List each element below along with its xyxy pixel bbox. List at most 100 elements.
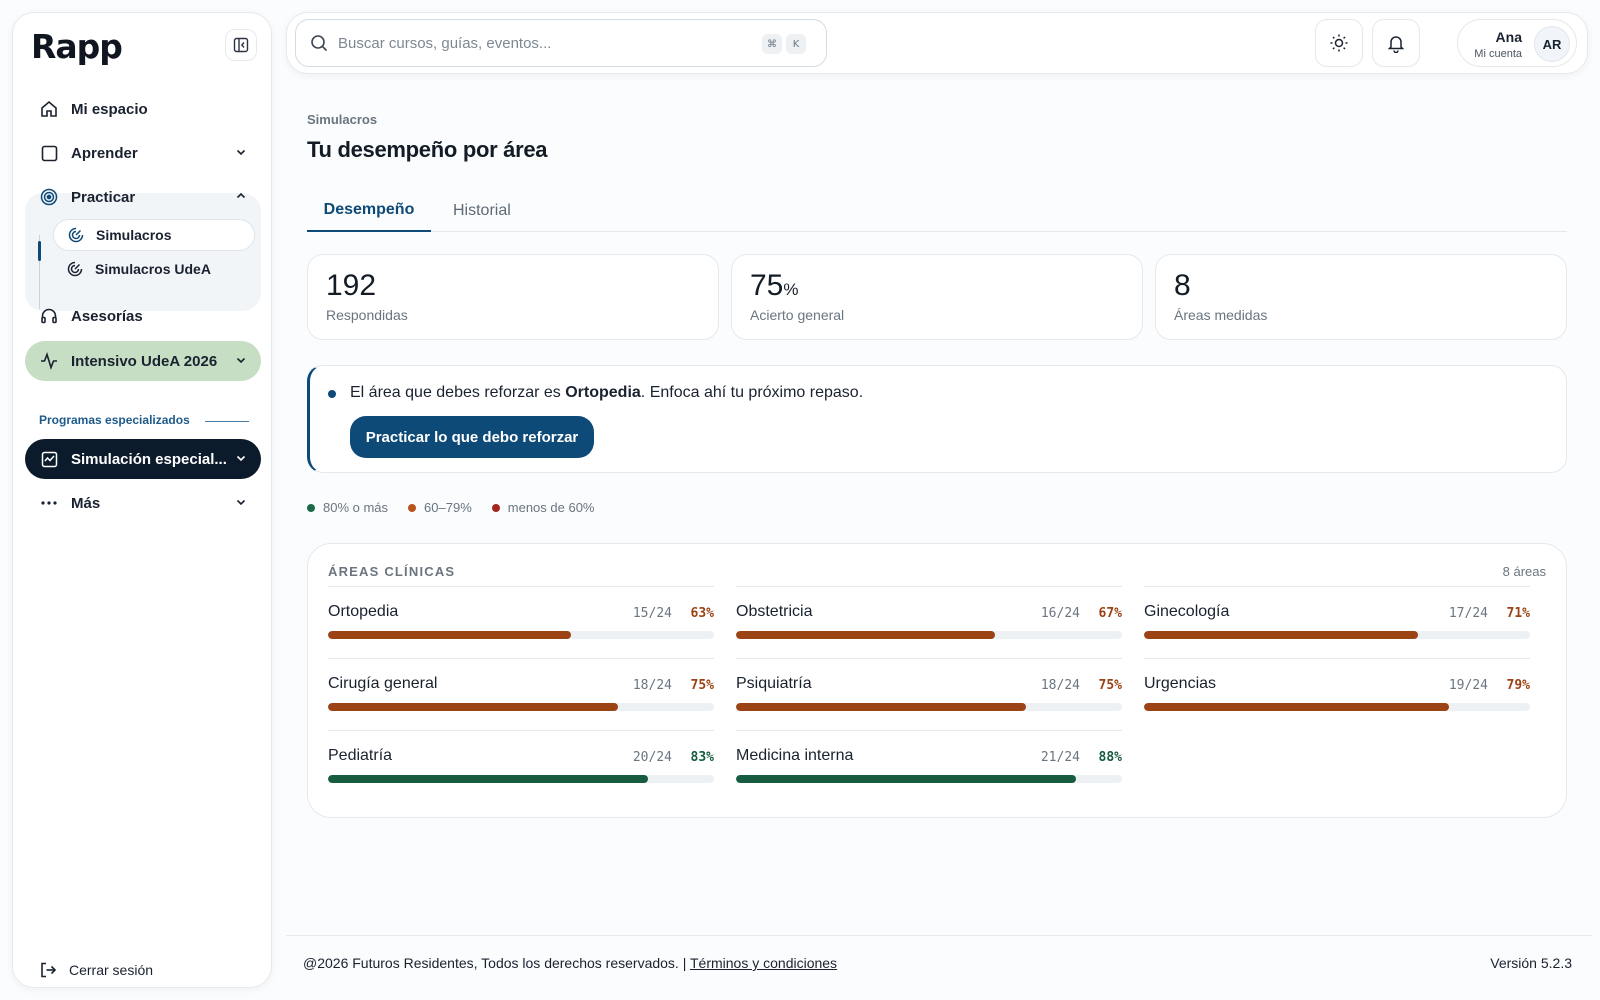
page-title: Tu desempeño por área — [307, 137, 548, 162]
search-input[interactable] — [338, 34, 758, 52]
submenu-rail — [39, 235, 40, 309]
progress-track — [1144, 631, 1530, 639]
area-name: Psiquiatría — [736, 675, 812, 692]
practice-weak-area-button[interactable]: Practicar lo que debo reforzar — [350, 416, 594, 458]
legend-dot — [408, 503, 417, 512]
progress-track — [736, 631, 1122, 639]
sun-icon — [1330, 34, 1348, 52]
target-icon — [39, 187, 59, 207]
sidebar-item-label: Intensivo UdeA 2026 — [71, 352, 218, 370]
progress-fill — [1144, 703, 1449, 711]
gauge-icon — [67, 261, 83, 277]
progress-fill — [736, 775, 1076, 783]
shortcut-key-k: K — [786, 34, 806, 54]
stat-card-areas: 8 Áreas medidas — [1155, 254, 1567, 340]
book-icon — [39, 143, 59, 163]
area-percent: 67% — [1098, 606, 1122, 621]
sidebar-subitem-simulacros[interactable]: Simulacros — [53, 219, 255, 251]
more-icon — [39, 493, 59, 513]
sidebar-item-label: Más — [71, 494, 101, 512]
submenu-active-indicator — [38, 241, 41, 261]
collapse-sidebar-button[interactable] — [225, 29, 257, 61]
account-menu[interactable]: Ana Mi cuenta AR — [1457, 19, 1577, 67]
area-row[interactable]: Ortopedia 15/24 63% — [328, 586, 714, 642]
tab-historial[interactable]: Historial — [453, 202, 511, 219]
chevron-down-icon — [235, 353, 247, 370]
avatar[interactable]: AR — [1534, 26, 1570, 62]
sidebar-item-mas[interactable]: Más — [25, 483, 261, 523]
search-box[interactable]: ⌘ K — [295, 19, 827, 67]
area-row[interactable]: Psiquiatría 18/24 75% — [736, 658, 1122, 714]
area-row[interactable]: Medicina interna 21/24 88% — [736, 730, 1122, 786]
progress-track — [736, 775, 1122, 783]
area-row[interactable]: Obstetricia 16/24 67% — [736, 586, 1122, 642]
stat-value: 75% — [750, 269, 799, 302]
section-label: Programas especializados — [39, 413, 190, 427]
theme-toggle-button[interactable] — [1315, 19, 1363, 67]
area-name: Medicina interna — [736, 747, 854, 764]
topbar: ⌘ K Ana Mi cuenta AR — [286, 12, 1588, 74]
sidebar-item-aprender[interactable]: Aprender — [25, 133, 261, 173]
gauge-icon — [68, 227, 84, 243]
sidebar-subitem-simulacros-udea[interactable]: Simulacros UdeA — [53, 253, 255, 285]
alert-dot — [328, 390, 336, 398]
tab-bar: Desempeño Historial — [307, 190, 1567, 232]
recommendation-alert: El área que debes reforzar es Ortopedia.… — [307, 365, 1567, 473]
chevron-down-icon — [235, 145, 247, 162]
activity-icon — [39, 351, 59, 371]
legend-item-low: menos de 60% — [491, 500, 595, 515]
legend-dot — [307, 503, 315, 512]
progress-track — [328, 775, 714, 783]
area-percent: 79% — [1506, 678, 1530, 693]
area-ratio: 17/24 — [1448, 606, 1488, 621]
sidebar-item-asesorias[interactable]: Asesorías — [25, 296, 261, 336]
area-ratio: 16/24 — [1040, 606, 1080, 621]
area-name: Urgencias — [1144, 675, 1217, 692]
bell-icon — [1387, 36, 1405, 53]
headset-icon — [39, 306, 59, 326]
logout-button[interactable]: Cerrar sesión — [39, 961, 153, 979]
chart-icon — [39, 449, 59, 469]
sidebar-toggle-icon — [233, 37, 249, 53]
area-ratio: 19/24 — [1448, 678, 1488, 693]
area-percent: 63% — [690, 606, 714, 621]
brand-logo[interactable]: Rapp — [31, 27, 123, 66]
area-name: Obstetricia — [736, 603, 813, 620]
area-percent: 83% — [690, 750, 714, 765]
search-icon — [310, 34, 328, 52]
alert-message: El área que debes reforzar es Ortopedia.… — [350, 384, 864, 401]
shortcut-key-cmd: ⌘ — [762, 34, 782, 54]
breadcrumb[interactable]: Simulacros — [307, 112, 378, 127]
area-name: Ortopedia — [328, 603, 399, 620]
area-ratio: 18/24 — [1040, 678, 1080, 693]
stat-label: Acierto general — [750, 307, 845, 323]
account-name: Ana — [1495, 29, 1522, 45]
area-row[interactable]: Cirugía general 18/24 75% — [328, 658, 714, 714]
chevron-down-icon — [235, 451, 247, 468]
sidebar-subitem-label: Simulacros UdeA — [95, 261, 211, 277]
clinical-areas-card: ÁREAS CLÍNICAS 8 áreas Ortopedia 15/24 63%… — [307, 543, 1567, 818]
terms-link[interactable]: Términos y condiciones — [690, 955, 838, 971]
area-row[interactable]: Urgencias 19/24 79% — [1144, 658, 1530, 714]
sidebar-item-mi-espacio[interactable]: Mi espacio — [25, 89, 261, 129]
progress-fill — [328, 631, 572, 639]
progress-fill — [1144, 631, 1419, 639]
progress-track — [1144, 703, 1530, 711]
area-row[interactable]: Pediatría 20/24 83% — [328, 730, 714, 786]
sidebar-item-intensivo-udea[interactable]: Intensivo UdeA 2026 — [25, 341, 261, 381]
area-name: Ginecología — [1144, 603, 1230, 620]
stat-card-respondidas: 192 Respondidas — [307, 254, 719, 340]
sidebar-item-label: Mi espacio — [71, 100, 148, 118]
notifications-button[interactable] — [1372, 19, 1420, 67]
tab-desempeno[interactable]: Desempeño — [307, 190, 431, 232]
sidebar-item-simulacion-especial[interactable]: Simulación especial... — [25, 439, 261, 479]
section-divider — [205, 421, 249, 422]
sidebar-item-practicar[interactable]: Practicar — [25, 177, 261, 217]
sidebar: Rapp Mi espacio Aprender Practicar Simul… — [12, 12, 272, 988]
area-row[interactable]: Ginecología 17/24 71% — [1144, 586, 1530, 642]
area-name: Pediatría — [328, 747, 393, 764]
sidebar-subitem-label: Simulacros — [96, 227, 172, 243]
sidebar-item-label: Simulación especial... — [71, 450, 227, 468]
stat-value: 192 — [326, 269, 377, 302]
legend: 80% o más 60–79% menos de 60% — [307, 500, 615, 515]
